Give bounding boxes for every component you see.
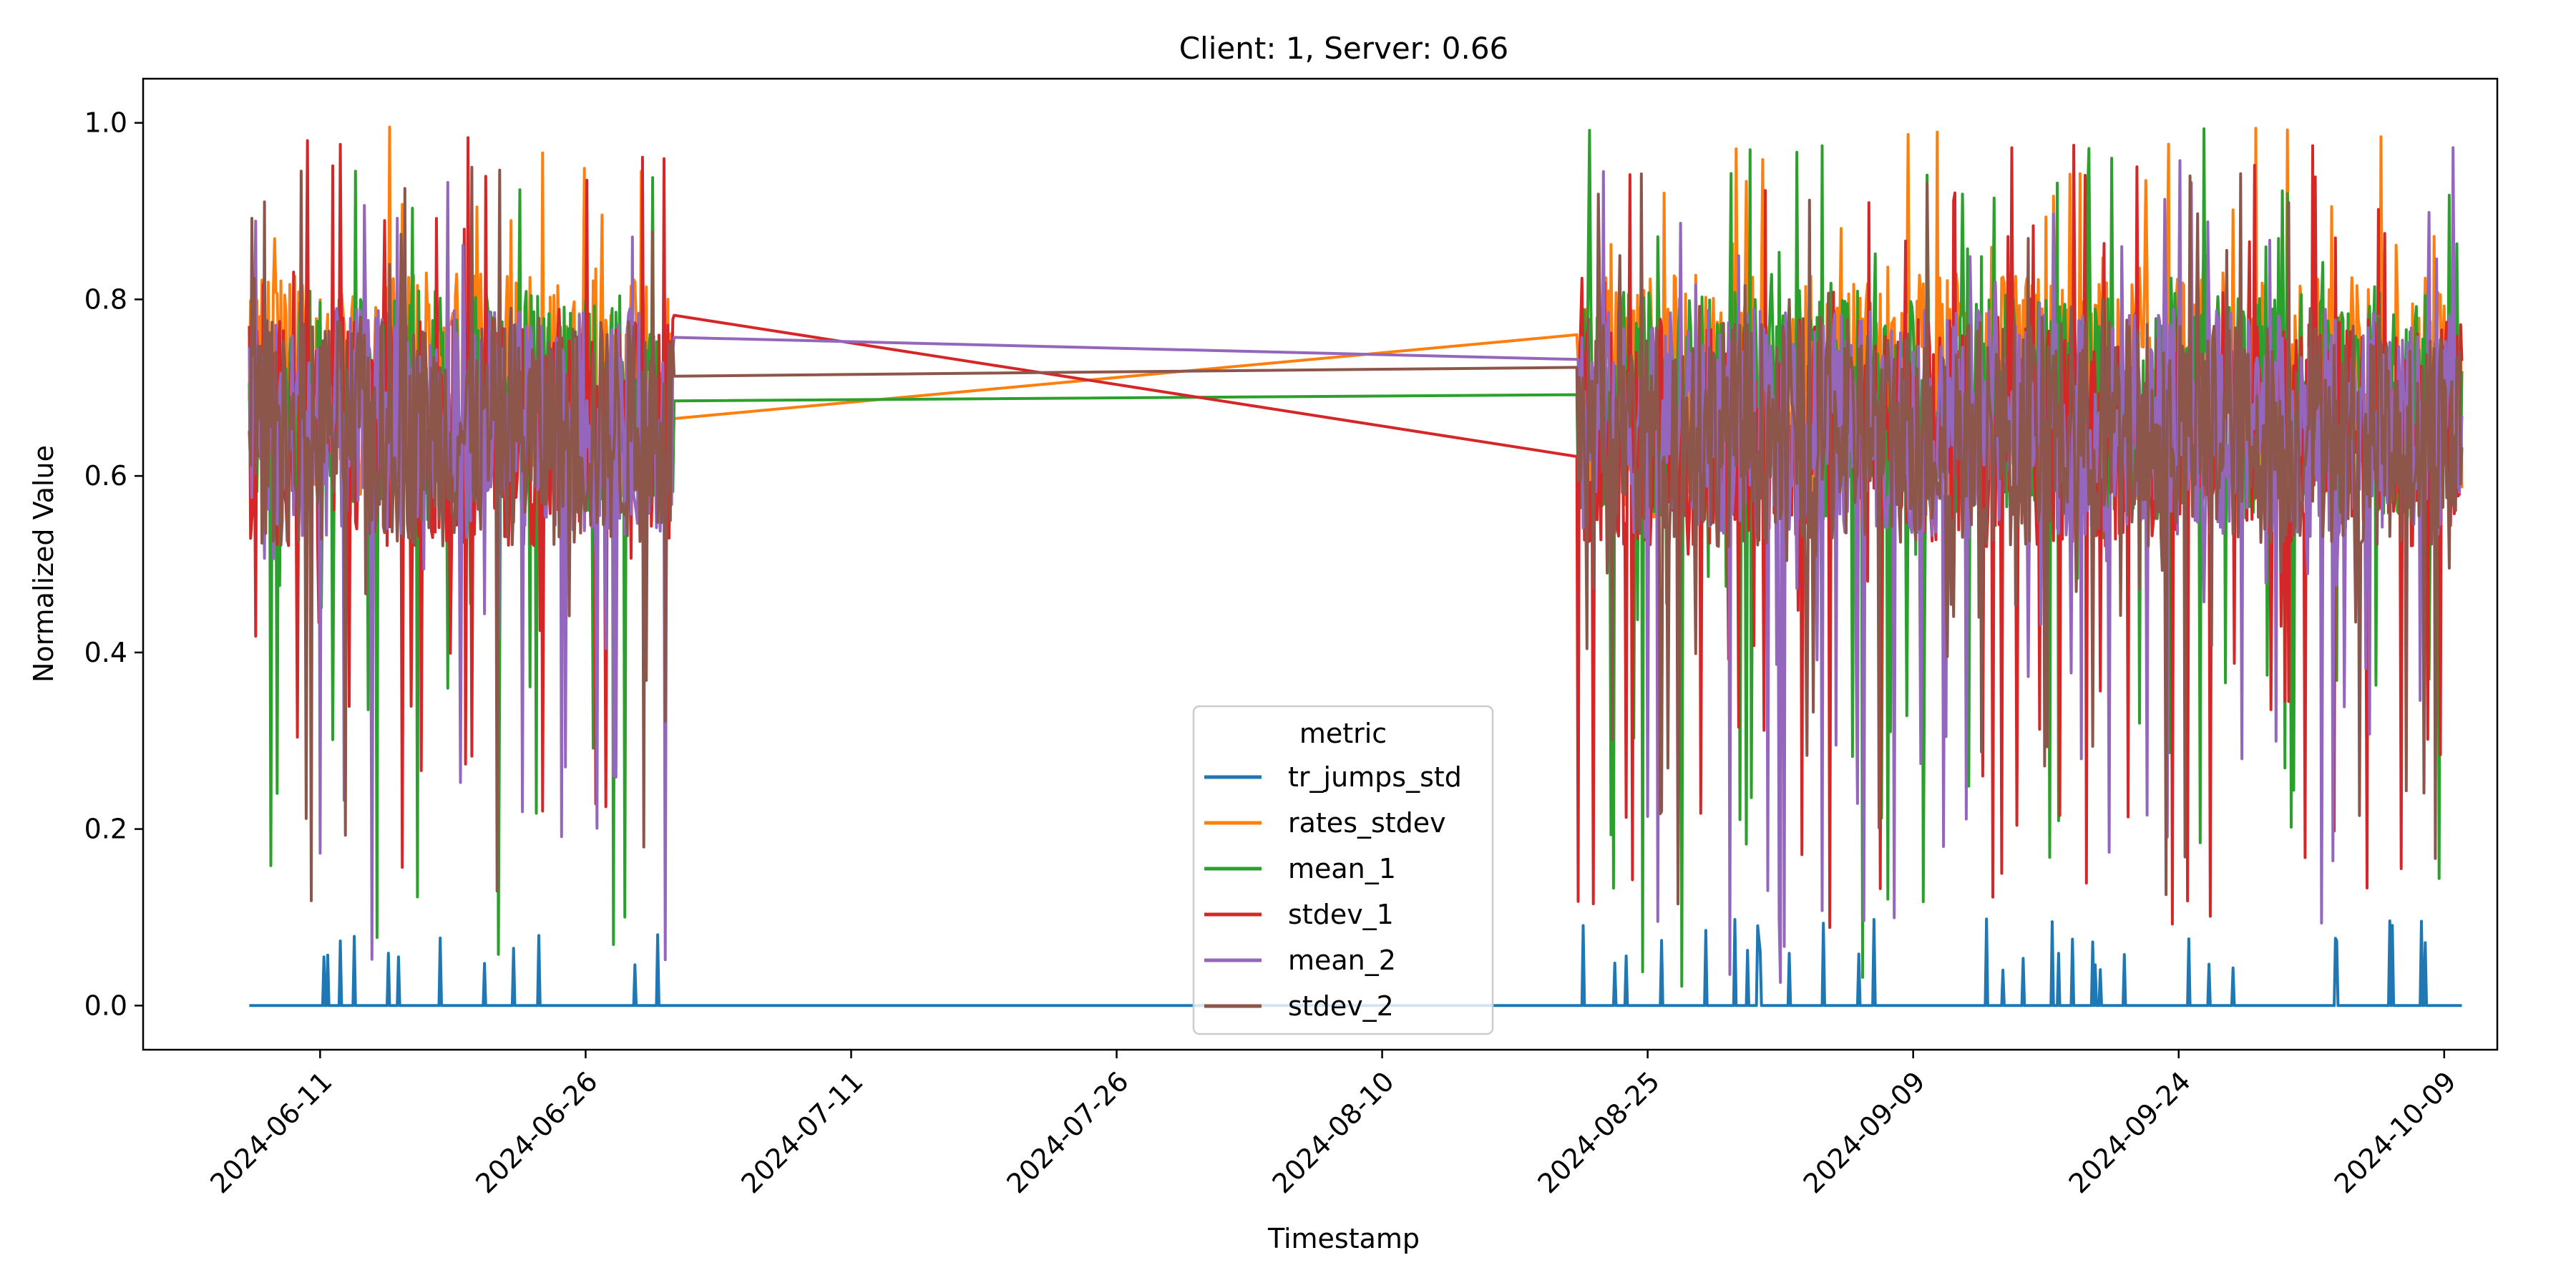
legend-label-mean-1: mean_1 [1288, 853, 1396, 884]
y-tick-label: 0.4 [84, 637, 127, 668]
y-tick-label: 0.8 [84, 283, 127, 315]
legend-label-stdev-1: stdev_1 [1288, 899, 1394, 930]
legend-title: metric [1299, 718, 1387, 749]
legend: metric tr_jumps_std rates_stdev mean_1stde… [1192, 705, 1494, 1035]
y-tick-label: 1.0 [84, 107, 127, 139]
series-line-tr-jumps-std [249, 917, 2462, 1008]
legend-label-mean-2: mean_2 [1288, 945, 1396, 976]
legend-box [1192, 705, 1494, 1035]
plot-lines [248, 125, 2464, 1008]
y-tick-label: 0.2 [84, 814, 127, 845]
legend-label-stdev-2: stdev_2 [1288, 990, 1394, 1022]
chart-title: Client: 1, Server: 0.66 [1179, 31, 1509, 66]
x-axis-label: Timestamp [1267, 1223, 1420, 1254]
y-tick-label: 0.0 [84, 990, 127, 1021]
y-axis-label: Normalized Value [28, 445, 59, 683]
y-axis: 0.0 0.2 0.4 0.6 0.8 1.0 [84, 107, 143, 1021]
legend-label-rates-stdev: rates_stdev [1288, 807, 1446, 839]
plot-area-frame [142, 77, 2499, 1051]
legend-label-tr-jumps-std: tr_jumps_std [1288, 761, 1462, 793]
legend-entries: tr_jumps_std rates_stdev mean_1 stdev_1mean… [1204, 761, 1462, 1022]
y-tick-label: 0.6 [84, 460, 127, 492]
series-line-stdev-2 [248, 165, 2464, 906]
